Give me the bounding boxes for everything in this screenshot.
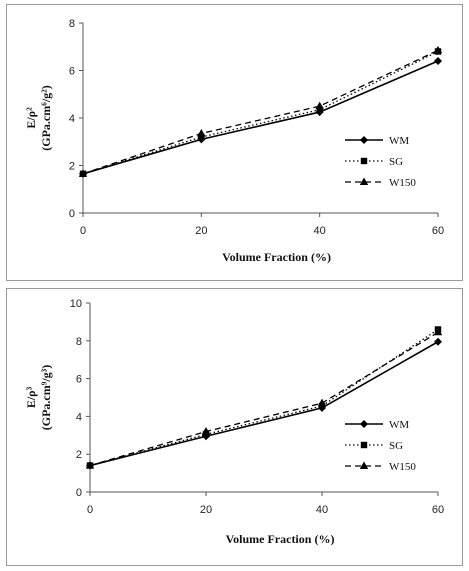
chart-2-y-tick-label-0: 0: [76, 487, 82, 499]
chart-2-y-tick-label-3: 6: [76, 374, 82, 386]
chart-1-legend-sg-marker: [360, 157, 368, 165]
chart-1-legend-w150-label: W150: [389, 177, 416, 189]
chart-1-x-axis-title: Volume Fraction (%): [222, 250, 331, 264]
chart-2-x-tick-label-1: 20: [200, 504, 212, 516]
chart-2-series-w150-line: [89, 331, 439, 467]
chart-panel-1: 0 2 4 6 8 0 20 40 60 Volume Fraction (%) E/ρ² (GPa.…: [6, 4, 463, 281]
chart-1-y-tick-label-0: 0: [69, 208, 75, 220]
chart-1-legend-wm-label: WM: [389, 135, 409, 147]
chart-1-legend-w150-marker: [359, 177, 369, 185]
chart-2-svg: 0 2 4 6 8 10 0 20 40 60 Volume Fraction (%) E/ρ³ (GP…: [24, 298, 444, 546]
chart-2-y-tick-label-5: 10: [70, 298, 82, 310]
chart-2-series-wm-point-3: [434, 337, 442, 346]
chart-1-x-tick-label-0: 0: [80, 225, 86, 237]
chart-2-y-axis-title: E/ρ³: [24, 386, 38, 408]
chart-1-series-sg-line: [82, 50, 439, 175]
chart-1-legend-sg-label: SG: [389, 156, 403, 168]
chart-2-series-w150-point-3: [433, 327, 443, 336]
chart-1-series-w150-point-3: [433, 45, 443, 54]
chart-1-series-w150-point-1: [197, 128, 206, 137]
chart-1-x-tick-label-2: 40: [314, 225, 326, 237]
chart-2-x-axis-title: Volume Fraction (%): [226, 532, 335, 546]
chart-2-series-w150-point-1: [201, 427, 211, 435]
chart-2-series-wm-line: [89, 341, 439, 467]
chart-2-y-tick-label-1: 2: [76, 449, 82, 461]
chart-2-x-tick-label-0: 0: [87, 504, 93, 516]
chart-2-legend-wm-label: WM: [389, 419, 409, 431]
chart-1-x-tick-label-3: 60: [432, 225, 444, 237]
chart-2-legend-w150-marker: [359, 461, 369, 469]
chart-1-y-tick-label-4: 8: [69, 18, 75, 30]
chart-1-series-w150-point-2: [315, 101, 324, 110]
chart-2-x-tick-label-2: 40: [316, 504, 328, 516]
chart-2-series-w150-point-0: [85, 461, 95, 469]
chart-1-series-wm-point-3: [434, 57, 442, 65]
chart-1-y-tick-label-3: 6: [69, 66, 75, 78]
chart-2-legend-sg-label: SG: [389, 440, 403, 452]
chart-2-legend-sg-marker: [360, 441, 368, 449]
chart-1-svg: 0 2 4 6 8 0 20 40 60 Volume Fraction (%) E/ρ² (GPa.…: [24, 18, 444, 264]
chart-2-y-axis-unit: (GPa.cm⁹/g³): [39, 365, 53, 431]
chart-2-y-tick-label-4: 8: [76, 336, 82, 348]
chart-2-y-tick-label-2: 4: [76, 411, 82, 423]
chart-2-series-w150-point-2: [317, 398, 327, 407]
chart-panel-2: 0 2 4 6 8 10 0 20 40 60 Volume Fraction (%) E/ρ³ (GP…: [6, 288, 463, 566]
chart-2-legend-wm-marker: [360, 420, 368, 428]
chart-1-series-w150-line: [82, 49, 439, 175]
chart-1-y-axis-unit: (GPa.cm⁶/g²): [39, 85, 53, 151]
chart-1-legend-wm-marker: [360, 136, 368, 144]
chart-2-series-sg-line: [89, 328, 439, 467]
chart-1-series-sg-point-1: [198, 133, 205, 141]
chart-1-y-axis-title: E/ρ²: [24, 107, 38, 129]
chart-1-series-w150-point-0: [78, 169, 88, 177]
chart-1-series-wm-line: [82, 60, 439, 175]
chart-1-x-tick-label-1: 20: [195, 225, 207, 237]
chart-1-y-tick-label-1: 2: [69, 161, 75, 173]
chart-1-y-tick-label-2: 4: [69, 113, 75, 125]
chart-1-series-sg-point-2: [316, 106, 323, 113]
chart-2-legend-w150-label: W150: [389, 461, 416, 473]
chart-2-x-tick-label-3: 60: [432, 504, 444, 516]
